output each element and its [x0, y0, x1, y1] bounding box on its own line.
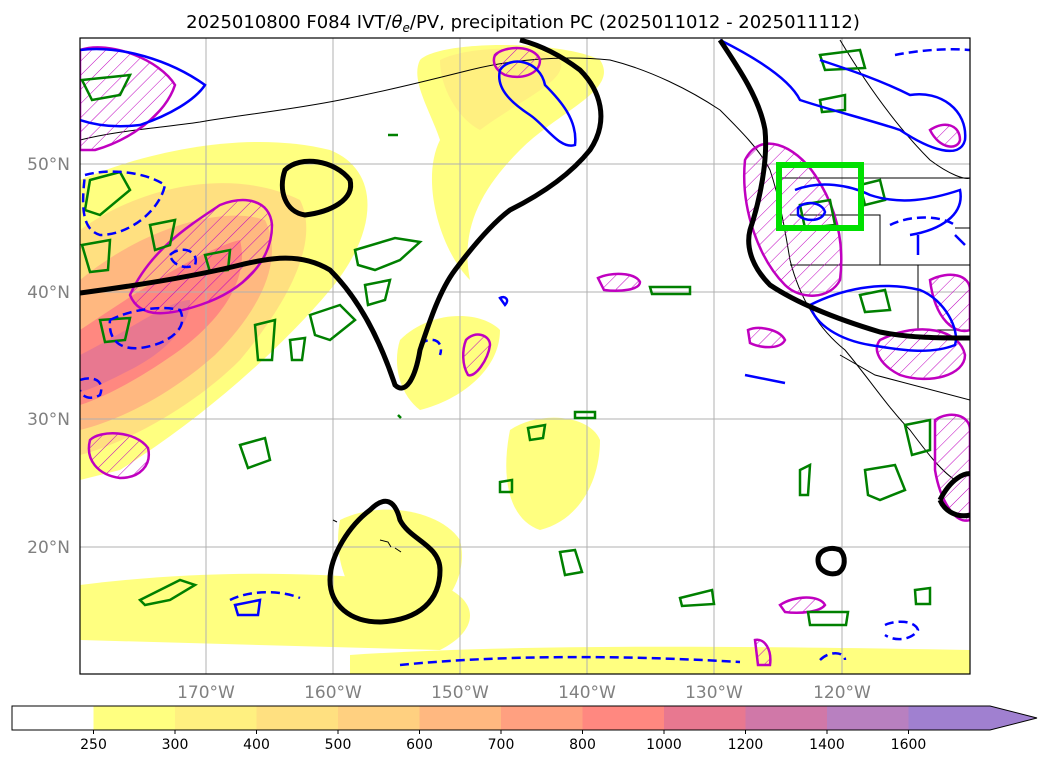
lat-label-20n: 20°N [27, 538, 70, 558]
colorbar-segment [256, 706, 339, 730]
colorbar-segment [338, 706, 420, 730]
colorbar-tick-label: 1200 [728, 737, 764, 753]
map-frame [79, 37, 971, 675]
latitude-labels: 50°N 40°N 30°N 20°N [27, 155, 70, 558]
colorbar-segment [12, 706, 94, 730]
colorbar-tick-label: 500 [325, 737, 352, 753]
colorbar-segment [501, 706, 583, 730]
colorbar-outline [11, 705, 1038, 731]
colorbar-segment [175, 706, 257, 730]
longitude-labels: 170°W 160°W 150°W 140°W 130°W 120°W [177, 683, 871, 703]
colorbar-tick-label: 300 [162, 737, 189, 753]
colorbar-segment [745, 706, 828, 730]
lon-label-130w: 130°W [685, 683, 743, 703]
colorbar-tick-label: 1000 [646, 737, 682, 753]
colorbar-tick-label: 1600 [891, 737, 927, 753]
colorbar-tick-label: 600 [406, 737, 433, 753]
lat-label-50n: 50°N [27, 155, 70, 175]
colorbar-segment [908, 706, 991, 730]
map-title: 2025010800 F084 IVT/θe/PV, precipitation… [186, 12, 860, 35]
target-region-box [776, 162, 864, 231]
colorbar-tick-label: 400 [243, 737, 270, 753]
lon-label-150w: 150°W [431, 683, 489, 703]
colorbar-tick-label: 250 [80, 737, 107, 753]
lon-label-160w: 160°W [304, 683, 362, 703]
colorbar-segment [93, 706, 176, 730]
precip-contours [80, 46, 970, 667]
lat-label-40n: 40°N [27, 283, 70, 303]
colorbar-segment [582, 706, 665, 730]
map-panel [80, 38, 970, 674]
lon-label-170w: 170°W [177, 683, 235, 703]
colorbar-tick-label: 1400 [809, 737, 845, 753]
colorbar: 250 300 400 500 600 700 800 1000 1200 1400 1600 [11, 705, 1038, 753]
black-contours [80, 38, 970, 625]
lon-label-120w: 120°W [813, 683, 871, 703]
lat-label-30n: 30°N [27, 410, 70, 430]
colorbar-tick-label: 700 [488, 737, 515, 753]
colorbar-extend-arrow [990, 706, 1037, 730]
colorbar-segment [419, 706, 502, 730]
green-contours [80, 48, 932, 627]
colorbar-tick-label: 800 [569, 737, 596, 753]
colorbar-segment [827, 706, 909, 730]
colorbar-segment [664, 706, 746, 730]
lon-label-140w: 140°W [558, 683, 616, 703]
blue-dashed-contours [80, 47, 970, 667]
blue-contours [80, 38, 967, 617]
